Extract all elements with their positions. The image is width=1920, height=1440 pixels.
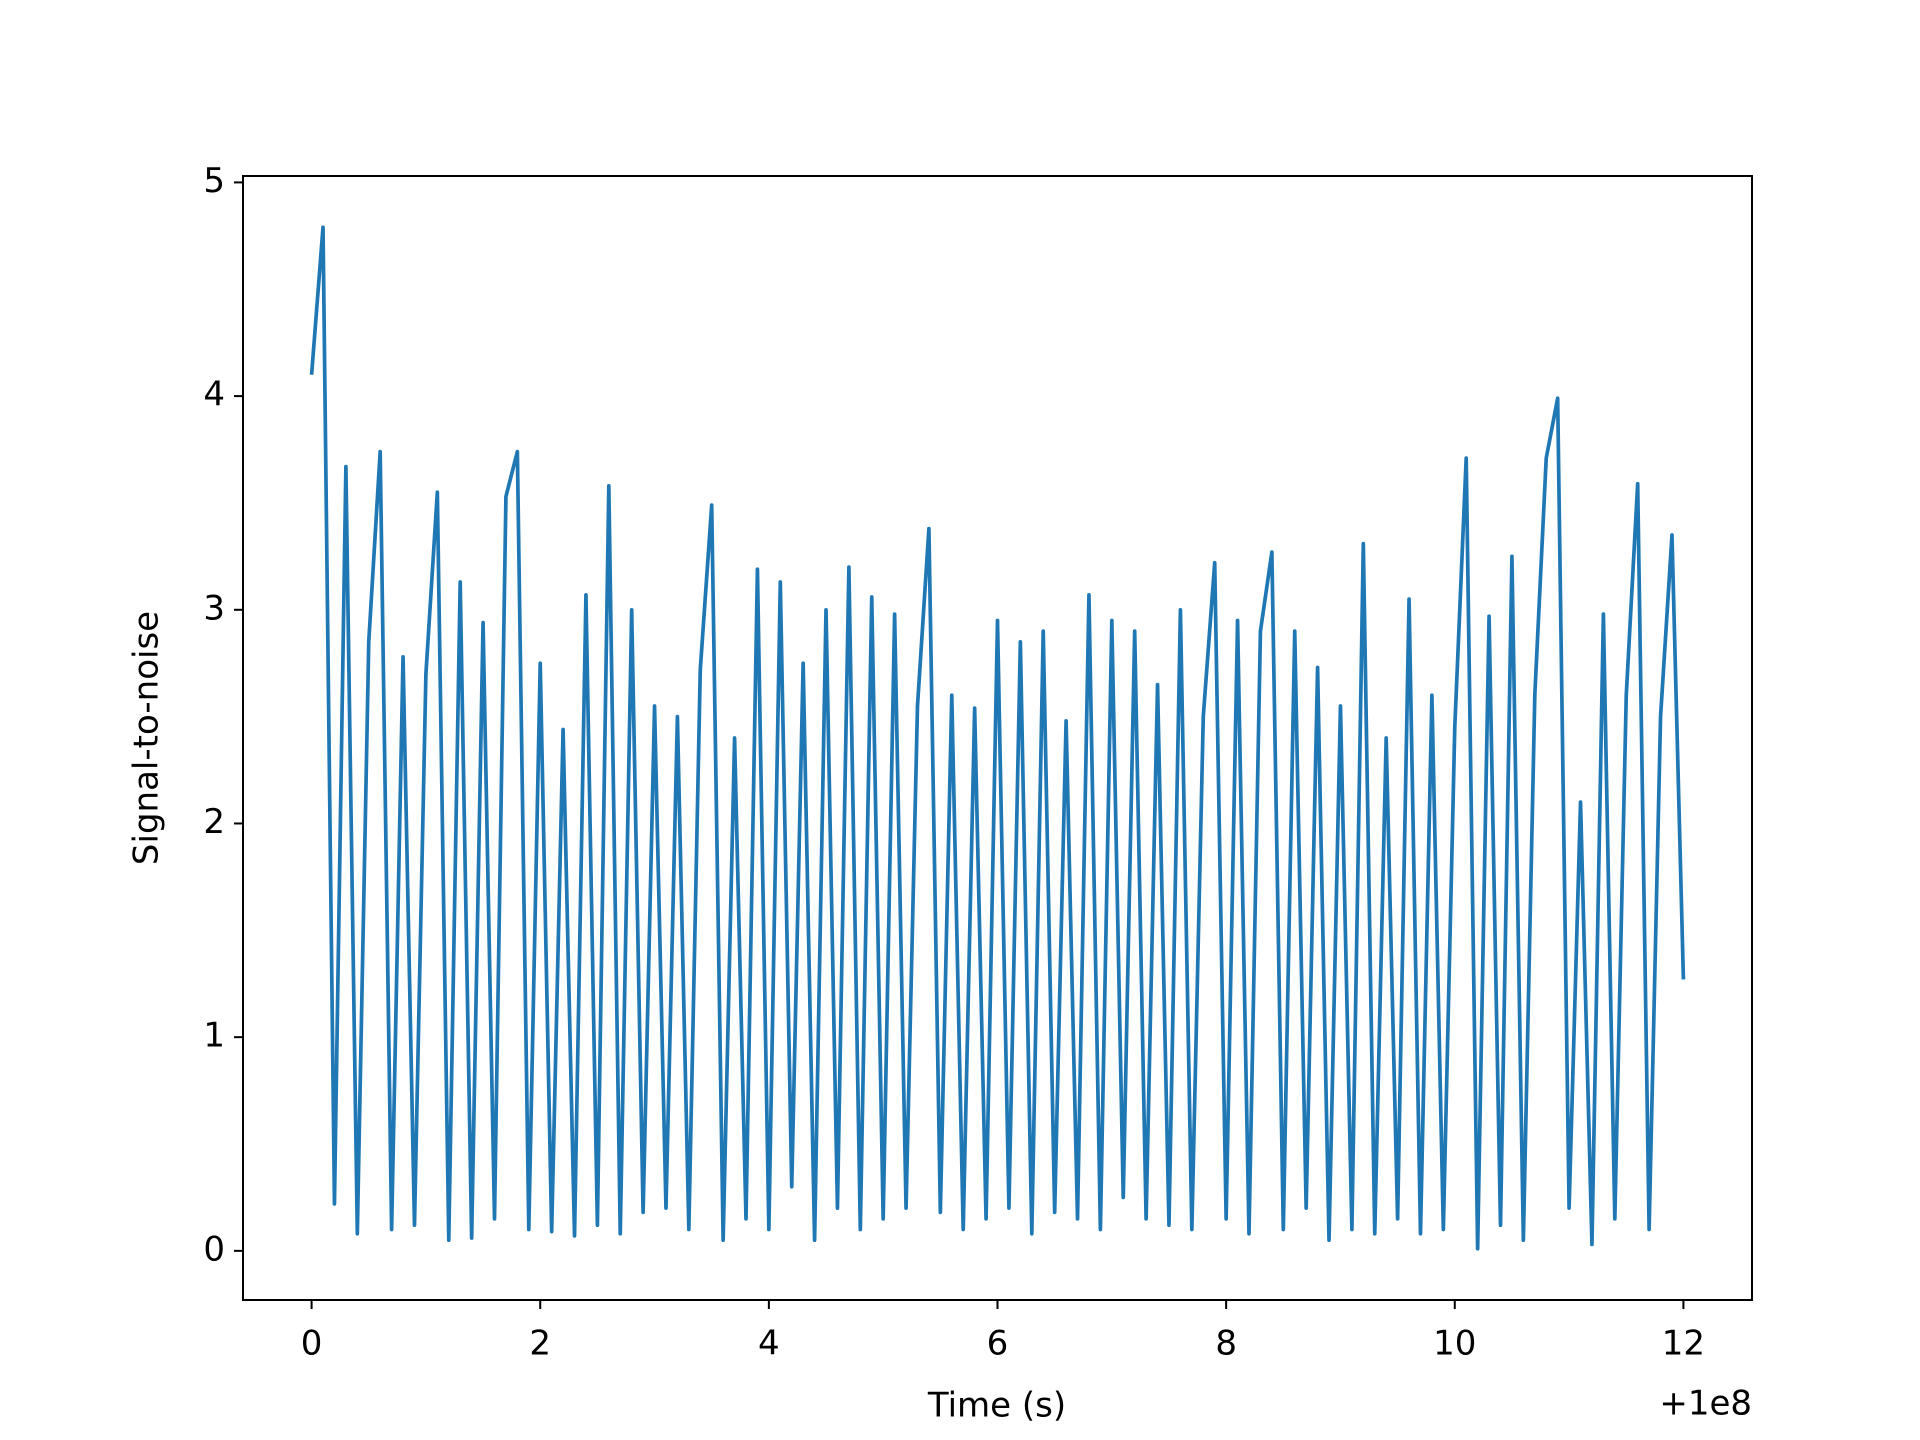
data-line (309, 225, 1686, 1251)
x-tick-label: 10 (1433, 1324, 1476, 1364)
x-tick-label: 2 (529, 1324, 551, 1364)
y-tick-label: 0 (203, 1229, 225, 1269)
x-axis-label: Time (s) (927, 1386, 1066, 1426)
y-tick-label: 4 (203, 375, 225, 415)
x-tick-label: 12 (1662, 1324, 1705, 1364)
x-tick-label: 0 (301, 1324, 323, 1364)
y-tick-label: 5 (203, 161, 225, 201)
y-tick-label: 1 (203, 1016, 225, 1056)
x-tick-label: 6 (987, 1324, 1009, 1364)
x-tick-label: 4 (758, 1324, 780, 1364)
x-tick-label: 8 (1215, 1324, 1237, 1364)
y-tick-label: 2 (203, 802, 225, 842)
y-axis-label: Signal-to-noise (127, 611, 167, 865)
y-tick-label: 3 (203, 588, 225, 628)
x-offset-label: +1e8 (1659, 1384, 1752, 1424)
